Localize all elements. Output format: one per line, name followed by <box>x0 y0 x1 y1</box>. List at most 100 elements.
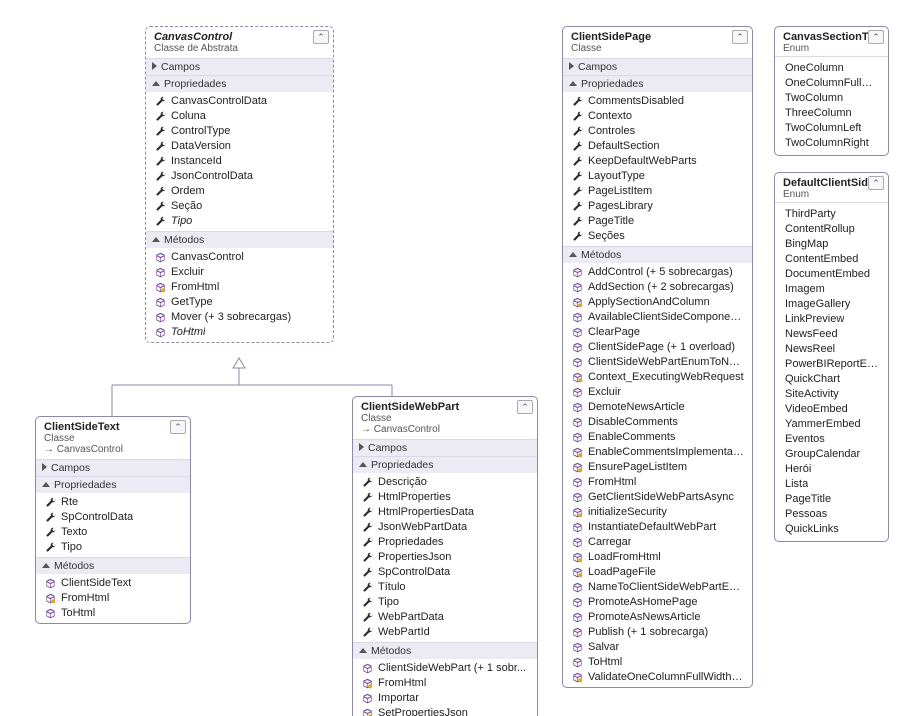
member-item[interactable]: Mover (+ 3 sobrecargas) <box>146 310 333 325</box>
section-header[interactable]: Campos <box>36 460 190 476</box>
member-item[interactable]: Publish (+ 1 sobrecarga) <box>563 625 752 640</box>
enum-value[interactable]: Lista <box>775 477 888 492</box>
member-item[interactable]: CanvasControl <box>146 250 333 265</box>
collapse-toggle-icon[interactable]: ⌃ <box>732 30 748 44</box>
member-item[interactable]: LoadPageFile <box>563 565 752 580</box>
enum-value[interactable]: Herói <box>775 462 888 477</box>
class-box-clientSideWebPart[interactable]: ClientSideWebPartClasse→ CanvasControl⌃C… <box>352 396 538 716</box>
section-header[interactable]: Campos <box>353 440 537 456</box>
enum-value[interactable]: OneColumnFullWidth <box>775 76 888 91</box>
enum-value[interactable]: Pessoas <box>775 507 888 522</box>
collapse-toggle-icon[interactable]: ⌃ <box>868 176 884 190</box>
member-item[interactable]: NameToClientSideWebPartEnum <box>563 580 752 595</box>
enum-value[interactable]: SiteActivity <box>775 387 888 402</box>
member-item[interactable]: GetClientSideWebPartsAsync <box>563 490 752 505</box>
member-item[interactable]: FromHtml <box>353 676 537 691</box>
section-header[interactable]: Métodos <box>36 558 190 574</box>
member-item[interactable]: Excluir <box>563 385 752 400</box>
collapse-toggle-icon[interactable]: ⌃ <box>170 420 186 434</box>
member-item[interactable]: ApplySectionAndColumn <box>563 295 752 310</box>
enum-value[interactable]: PowerBIReportEmbed <box>775 357 888 372</box>
section-header[interactable]: Métodos <box>353 643 537 659</box>
member-item[interactable]: LayoutType <box>563 169 752 184</box>
class-box-clientSidePage[interactable]: ClientSidePageClasse⌃CamposPropriedadesC… <box>562 26 753 688</box>
member-item[interactable]: ClientSideText <box>36 576 190 591</box>
enum-value[interactable]: TwoColumnLeft <box>775 121 888 136</box>
member-item[interactable]: GetType <box>146 295 333 310</box>
member-item[interactable]: PageListItem <box>563 184 752 199</box>
member-item[interactable]: Excluir <box>146 265 333 280</box>
member-item[interactable]: InstanceId <box>146 154 333 169</box>
enum-value[interactable]: ContentEmbed <box>775 252 888 267</box>
class-box-canvasSectionTemplate[interactable]: CanvasSectionT...Enum⌃OneColumnOneColumn… <box>774 26 889 156</box>
section-header[interactable]: Propriedades <box>563 76 752 92</box>
member-item[interactable]: EnableCommentsImplementation <box>563 445 752 460</box>
member-item[interactable]: JsonWebPartData <box>353 520 537 535</box>
collapse-toggle-icon[interactable]: ⌃ <box>313 30 329 44</box>
member-item[interactable]: WebPartId <box>353 625 537 640</box>
enum-value[interactable]: YammerEmbed <box>775 417 888 432</box>
member-item[interactable]: SetPropertiesJson <box>353 706 537 716</box>
member-item[interactable]: DisableComments <box>563 415 752 430</box>
enum-value[interactable]: BingMap <box>775 237 888 252</box>
member-item[interactable]: Título <box>353 580 537 595</box>
section-header[interactable]: Métodos <box>563 247 752 263</box>
member-item[interactable]: SpControlData <box>353 565 537 580</box>
enum-value[interactable]: ImageGallery <box>775 297 888 312</box>
class-box-defaultClientSideWebParts[interactable]: DefaultClientSid...Enum⌃ThirdPartyConten… <box>774 172 889 542</box>
member-item[interactable]: Salvar <box>563 640 752 655</box>
member-item[interactable]: Descrição <box>353 475 537 490</box>
member-item[interactable]: Importar <box>353 691 537 706</box>
enum-value[interactable]: LinkPreview <box>775 312 888 327</box>
member-item[interactable]: PageTitle <box>563 214 752 229</box>
member-item[interactable]: PagesLibrary <box>563 199 752 214</box>
member-item[interactable]: Texto <box>36 525 190 540</box>
member-item[interactable]: AddControl (+ 5 sobrecargas) <box>563 265 752 280</box>
section-header[interactable]: Propriedades <box>146 76 333 92</box>
member-item[interactable]: Propriedades <box>353 535 537 550</box>
member-item[interactable]: Carregar <box>563 535 752 550</box>
class-box-clientSideText[interactable]: ClientSideTextClasse→ CanvasControl⌃Camp… <box>35 416 191 624</box>
member-item[interactable]: Controles <box>563 124 752 139</box>
member-item[interactable]: Contexto <box>563 109 752 124</box>
section-header[interactable]: Campos <box>146 59 333 75</box>
member-item[interactable]: CommentsDisabled <box>563 94 752 109</box>
member-item[interactable]: FromHtml <box>563 475 752 490</box>
member-item[interactable]: JsonControlData <box>146 169 333 184</box>
member-item[interactable]: AddSection (+ 2 sobrecargas) <box>563 280 752 295</box>
member-item[interactable]: HtmlProperties <box>353 490 537 505</box>
member-item[interactable]: DefaultSection <box>563 139 752 154</box>
section-header[interactable]: Propriedades <box>353 457 537 473</box>
member-item[interactable]: ToHtml <box>36 606 190 621</box>
member-item[interactable]: PromoteAsNewsArticle <box>563 610 752 625</box>
member-item[interactable]: PromoteAsHomePage <box>563 595 752 610</box>
member-item[interactable]: Tipo <box>146 214 333 229</box>
member-item[interactable]: HtmlPropertiesData <box>353 505 537 520</box>
member-item[interactable]: CanvasControlData <box>146 94 333 109</box>
enum-value[interactable]: Imagem <box>775 282 888 297</box>
member-item[interactable]: FromHtml <box>146 280 333 295</box>
member-item[interactable]: ToHtml <box>563 655 752 670</box>
enum-value[interactable]: ThreeColumn <box>775 106 888 121</box>
section-header[interactable]: Propriedades <box>36 477 190 493</box>
member-item[interactable]: WebPartData <box>353 610 537 625</box>
member-item[interactable]: Tipo <box>353 595 537 610</box>
member-item[interactable]: EnableComments <box>563 430 752 445</box>
member-item[interactable]: PropertiesJson <box>353 550 537 565</box>
member-item[interactable]: DemoteNewsArticle <box>563 400 752 415</box>
member-item[interactable]: Coluna <box>146 109 333 124</box>
enum-value[interactable]: TwoColumnRight <box>775 136 888 151</box>
enum-value[interactable]: QuickLinks <box>775 522 888 537</box>
enum-value[interactable]: PageTitle <box>775 492 888 507</box>
member-item[interactable]: Tipo <box>36 540 190 555</box>
member-item[interactable]: Context_ExecutingWebRequest <box>563 370 752 385</box>
class-box-canvasControl[interactable]: CanvasControlClasse de Abstrata⌃CamposPr… <box>145 26 334 343</box>
member-item[interactable]: ControlType <box>146 124 333 139</box>
member-item[interactable]: KeepDefaultWebParts <box>563 154 752 169</box>
member-item[interactable]: ClearPage <box>563 325 752 340</box>
enum-value[interactable]: DocumentEmbed <box>775 267 888 282</box>
enum-value[interactable]: QuickChart <box>775 372 888 387</box>
collapse-toggle-icon[interactable]: ⌃ <box>517 400 533 414</box>
collapse-toggle-icon[interactable]: ⌃ <box>868 30 884 44</box>
member-item[interactable]: ClientSideWebPart (+ 1 sobr... <box>353 661 537 676</box>
